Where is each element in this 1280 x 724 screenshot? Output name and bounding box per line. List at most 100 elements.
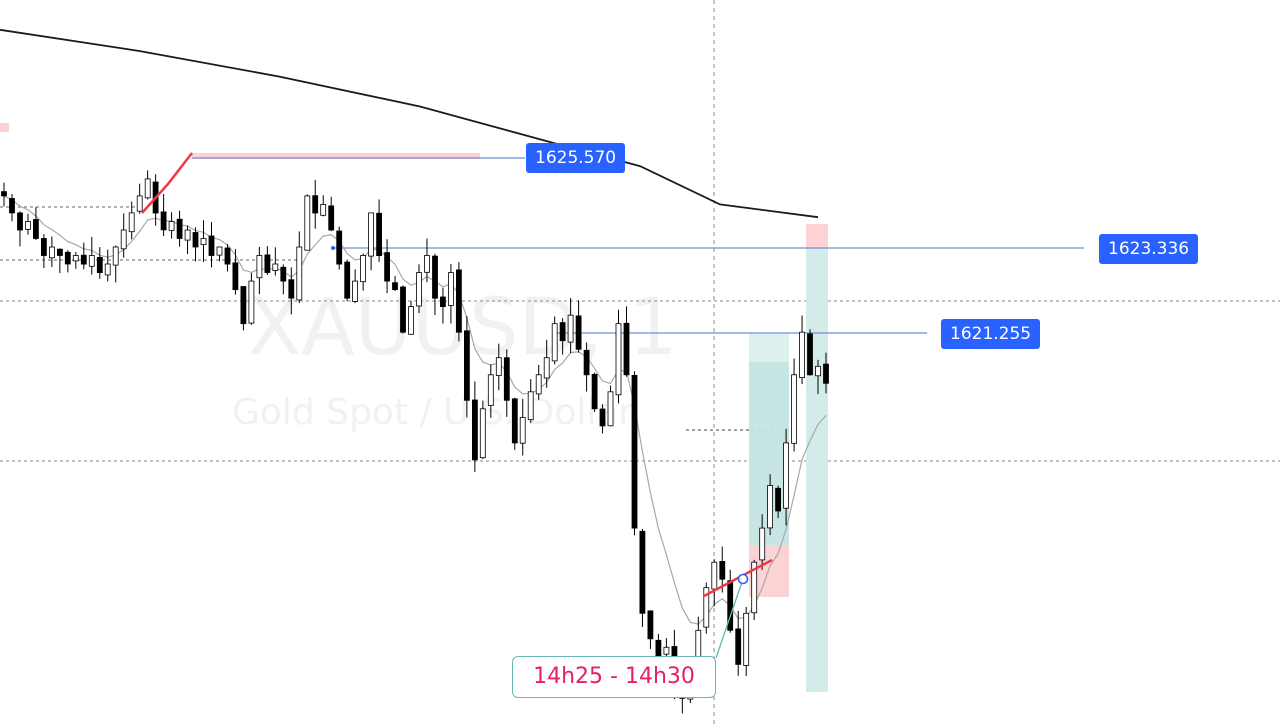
moving-average-slow-line — [0, 28, 819, 219]
candle-body — [352, 280, 359, 302]
candle-body — [751, 561, 758, 614]
zone-marker-top-left — [0, 123, 9, 132]
candle-body — [392, 282, 398, 291]
candle-body — [384, 252, 391, 282]
candle-body — [17, 212, 23, 231]
candle-body — [240, 286, 247, 325]
candle-body — [168, 221, 175, 231]
candle-body — [376, 212, 383, 257]
candle-body — [256, 255, 263, 279]
candle-body — [280, 266, 287, 282]
time-callout-anchor-point[interactable] — [737, 573, 749, 585]
candle-body — [727, 580, 734, 631]
candle-body — [144, 178, 151, 199]
candle-body — [535, 374, 542, 395]
candle-body — [511, 398, 518, 444]
short-position-loss-zone[interactable] — [806, 224, 828, 249]
candle-body — [623, 322, 630, 376]
candle-body — [248, 280, 255, 324]
candle-body — [807, 333, 813, 376]
candle-body — [272, 263, 279, 271]
candle-body — [711, 561, 718, 590]
candle-body — [663, 646, 670, 655]
candle-body — [232, 262, 239, 290]
candle-body — [647, 610, 654, 640]
candle-body — [264, 254, 271, 273]
candle-body — [799, 331, 805, 379]
trend-drawing-zigzag[interactable] — [141, 152, 193, 214]
candle-body — [463, 330, 470, 401]
candle-body — [80, 254, 87, 265]
short-position-profit-zone[interactable] — [806, 249, 828, 692]
candle-body — [368, 212, 375, 257]
candle-body — [216, 246, 223, 256]
candle-body — [559, 322, 566, 342]
candle-body — [815, 365, 821, 377]
candle-body — [655, 639, 662, 657]
candle-body — [703, 587, 710, 628]
candle-body — [439, 296, 446, 308]
candle-body — [591, 373, 598, 410]
candle-body — [639, 530, 646, 614]
candle-body — [64, 251, 71, 265]
candle-body — [791, 374, 797, 444]
candle-body — [224, 247, 231, 265]
candle-body — [33, 219, 39, 239]
moving-average-fast-line — [3, 195, 827, 625]
candle-body — [88, 255, 95, 267]
candle-body — [495, 357, 502, 376]
candle-body — [631, 374, 638, 529]
candle-body — [112, 246, 119, 266]
candle-body — [344, 261, 351, 299]
candle-body — [575, 315, 582, 350]
candle-body — [543, 357, 550, 379]
candle-body — [328, 205, 335, 231]
price-line-anchor-point[interactable] — [331, 246, 335, 250]
candlestick-series — [1, 170, 829, 714]
price-tag-low[interactable]: 1621.255 — [941, 319, 1041, 349]
time-callout-pointer — [715, 578, 744, 659]
candle-body — [72, 255, 79, 262]
chart-watermark-description: Gold Spot / U.S. Dollar — [232, 392, 633, 433]
candle-body — [783, 442, 789, 509]
resistance-zone-highlight — [192, 153, 480, 159]
candle-body — [759, 527, 766, 561]
candle-body — [128, 212, 135, 233]
candle-body — [57, 248, 63, 256]
candle-body — [41, 238, 47, 256]
candle-body — [455, 269, 462, 333]
price-tag-mid[interactable]: 1623.336 — [1099, 234, 1199, 264]
candle-body — [615, 323, 622, 396]
chart-watermark-symbol: XAUUSD, 1 — [248, 283, 678, 373]
candle-body — [424, 255, 430, 273]
candle-body — [735, 628, 742, 665]
candle-body — [400, 286, 406, 333]
candle-body — [503, 357, 510, 401]
candle-body — [719, 561, 726, 580]
candle-body — [487, 374, 494, 406]
candle-body — [192, 232, 199, 248]
candle-body — [136, 195, 143, 212]
candle-body — [9, 198, 15, 214]
candle-body — [96, 256, 103, 273]
price-tag-high[interactable]: 1625.570 — [526, 143, 626, 173]
candle-body — [360, 255, 367, 283]
candle-body — [408, 306, 414, 335]
candle-body — [336, 230, 343, 265]
candle-body — [527, 391, 534, 421]
candle-body — [184, 229, 191, 241]
candle-body — [767, 485, 773, 529]
candle-body — [120, 229, 127, 250]
time-callout[interactable]: 14h25 - 14h30 — [512, 656, 716, 698]
candle-body — [607, 391, 614, 427]
candle-body — [176, 218, 183, 239]
candle-body — [775, 487, 781, 512]
candle-body — [24, 221, 31, 230]
candle-body — [416, 272, 422, 307]
candle-body — [296, 246, 303, 301]
candle-body — [208, 235, 215, 256]
candle-body — [288, 279, 295, 299]
candle-body — [1, 191, 7, 197]
candle-body — [471, 399, 478, 461]
